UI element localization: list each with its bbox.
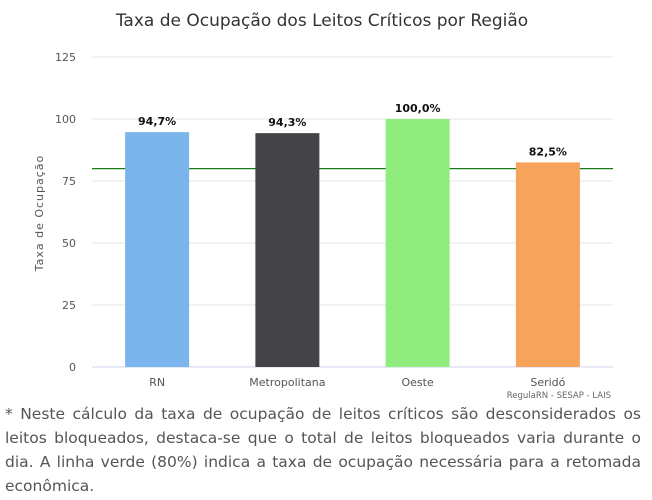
bars [125,119,580,367]
x-tick-label: Oeste [402,376,434,389]
chart-title: Taxa de Ocupação dos Leitos Críticos por… [115,11,528,31]
bar [125,132,190,367]
y-tick-label: 100 [55,113,76,126]
data-labels: 94,7% 94,3% 100,0% 82,5% [138,102,567,158]
x-tick-label: Metropolitana [249,376,325,389]
data-label: 94,3% [268,116,306,129]
bar [385,119,450,367]
y-tick-label: 125 [55,51,76,64]
data-label: 94,7% [138,115,176,128]
footnote-text: * Neste cálculo da taxa de ocupação de l… [5,405,641,495]
data-label: 82,5% [529,145,567,158]
y-tick-label: 25 [62,299,76,312]
bar [515,162,580,367]
y-axis-ticks: 0 25 50 75 100 125 [55,51,76,374]
bar [255,133,320,367]
y-tick-label: 50 [62,237,76,250]
y-tick-label: 0 [69,361,76,374]
y-tick-label: 75 [62,175,76,188]
x-axis-ticks: RN Metropolitana Oeste Seridó [149,376,565,389]
occupancy-chart: Taxa de Ocupação dos Leitos Críticos por… [33,11,613,401]
x-tick-label: RN [149,376,165,389]
y-axis-title: Taxa de Ocupação [33,155,46,273]
data-label: 100,0% [395,102,441,115]
x-tick-label: Seridó [530,376,565,389]
chart-credits: RegulaRN - SESAP - LAIS [507,391,611,401]
